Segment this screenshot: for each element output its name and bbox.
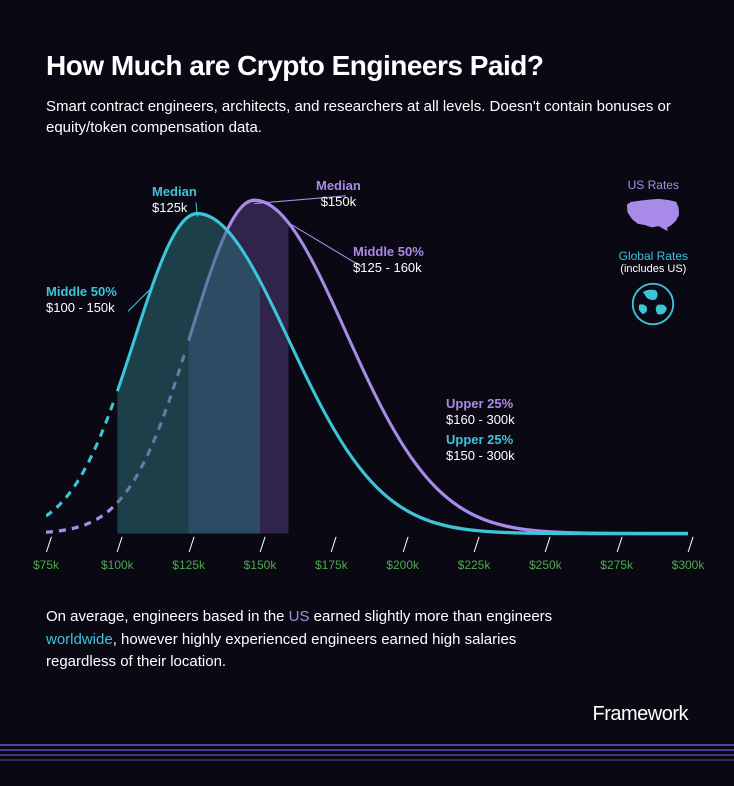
- x-tick: $250k: [529, 536, 562, 572]
- legend-us-label: US Rates: [619, 178, 688, 192]
- legend-us: US Rates: [619, 178, 688, 235]
- summary-prefix: On average, engineers based in the: [46, 608, 289, 625]
- global-median-annot: Median $125k: [152, 184, 197, 217]
- us-mid50-annot: Middle 50% $125 - 160k: [353, 244, 424, 277]
- x-tick: $150k: [244, 536, 277, 572]
- summary-mid: earned slightly more than engineers: [310, 608, 553, 625]
- us-median-annot: Median $150k: [316, 178, 361, 211]
- summary-hl-us: US: [289, 608, 310, 625]
- stripe: [0, 744, 734, 746]
- legend-global-label: Global Rates: [619, 249, 688, 263]
- legend-global-sub: (includes US): [619, 263, 688, 275]
- footer-stripes: [0, 744, 734, 768]
- salary-density-chart: Median $125k Median $150k Middle 50% $10…: [46, 178, 688, 578]
- x-tick: $100k: [101, 536, 134, 572]
- stripe: [0, 759, 734, 761]
- x-axis: $75k$100k$125k$150k$175k$200k$225k$250k$…: [46, 532, 688, 572]
- infographic-frame: How Much are Crypto Engineers Paid? Smar…: [0, 0, 734, 786]
- x-tick: $300k: [672, 536, 705, 572]
- globe-icon: [619, 281, 688, 330]
- x-tick: $275k: [600, 536, 633, 572]
- page-title: How Much are Crypto Engineers Paid?: [46, 50, 688, 82]
- summary-hl-global: worldwide: [46, 631, 113, 648]
- global-mid50-annot: Middle 50% $100 - 150k: [46, 284, 117, 317]
- us-map-icon: [619, 196, 688, 235]
- x-tick: $125k: [172, 536, 205, 572]
- us-upper25-annot: Upper 25% $160 - 300k: [446, 396, 515, 429]
- x-tick: $225k: [458, 536, 491, 572]
- legend-global: Global Rates (includes US): [619, 249, 688, 330]
- summary-text: On average, engineers based in the US ea…: [46, 606, 586, 674]
- summary-suffix: , however highly experienced engineers e…: [46, 631, 516, 671]
- page-subtitle: Smart contract engineers, architects, an…: [46, 96, 688, 138]
- stripe: [0, 754, 734, 756]
- x-tick: $175k: [315, 536, 348, 572]
- stripe: [0, 749, 734, 751]
- chart-canvas: [46, 178, 688, 578]
- global-upper25-annot: Upper 25% $150 - 300k: [446, 432, 515, 465]
- framework-logo: Framework: [592, 703, 688, 726]
- x-tick: $75k: [33, 536, 59, 572]
- chart-legend: US Rates Global Rates (includes US): [619, 178, 688, 344]
- x-tick: $200k: [386, 536, 419, 572]
